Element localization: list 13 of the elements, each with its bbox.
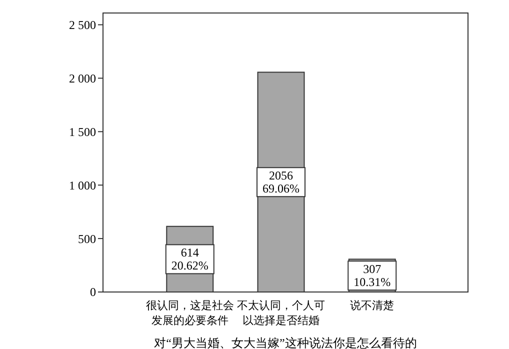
y-tick-label: 1 500 (69, 124, 96, 139)
data-label: 307 10.31% (354, 262, 391, 290)
x-tick-label: 说不清楚 (350, 299, 394, 312)
y-tick-label: 0 (90, 285, 96, 300)
y-tick-label: 2 000 (69, 71, 96, 86)
data-label: 2056 69.06% (262, 168, 300, 196)
x-axis-title: 对“男大当婚、女大当嫁”这种说法你是怎么看待的 (154, 336, 417, 349)
y-tick-label: 1 000 (69, 178, 96, 192)
x-tick-label: 很认同，这是社会发展的必要条件 (146, 299, 234, 327)
data-label: 614 20.62% (171, 246, 208, 273)
y-tick-label: 500 (78, 232, 96, 246)
x-tick-label: 不太认同，个人可以选择是否结婚 (237, 299, 325, 327)
y-tick-label: 2 500 (69, 18, 96, 32)
